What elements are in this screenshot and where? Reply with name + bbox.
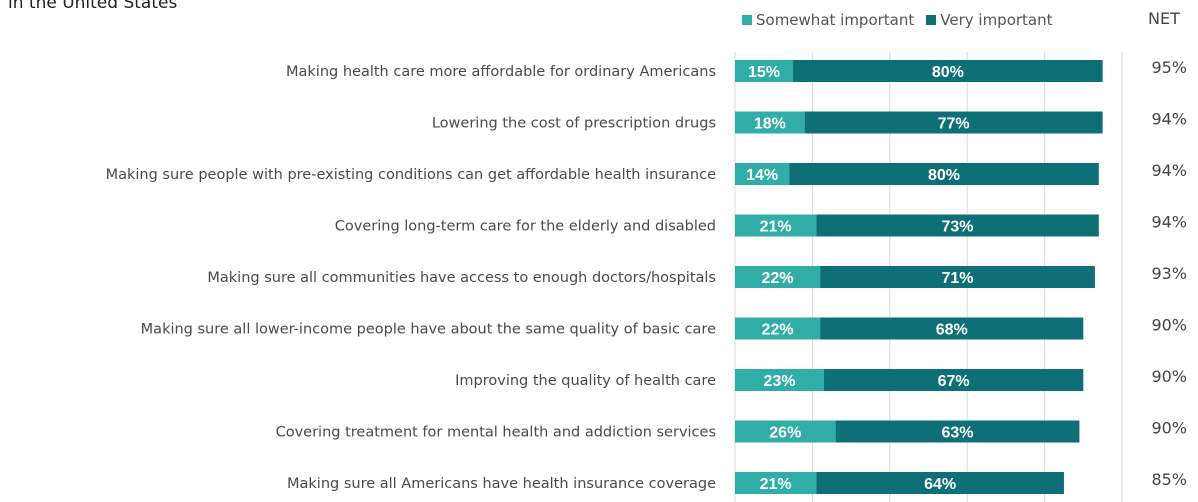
category-label: Covering treatment for mental health and… (276, 425, 716, 441)
bar-value-label: 64% (924, 476, 956, 493)
bar-segment-very-important (793, 60, 1103, 82)
bar-value-label: 23% (763, 373, 795, 390)
bar-segment-somewhat-important (735, 420, 836, 443)
bar-value-label: 68% (936, 322, 968, 339)
net-column-header: NET (1148, 9, 1180, 28)
net-value: 90% (1151, 419, 1187, 438)
net-value: 94% (1151, 161, 1187, 180)
bar-value-label: 21% (760, 476, 792, 493)
net-value: 90% (1151, 367, 1187, 386)
bar-segment-very-important (789, 163, 1099, 185)
bar-segment-somewhat-important (735, 472, 817, 494)
category-label: Covering long-term care for the elderly … (335, 219, 716, 235)
category-label: Improving the quality of health care (455, 373, 716, 389)
bar-segment-very-important (804, 111, 1103, 134)
bar-segment-somewhat-important (735, 163, 790, 185)
net-value: 94% (1151, 213, 1187, 232)
net-value: 94% (1151, 110, 1187, 129)
legend: Somewhat important Very important (742, 10, 1065, 30)
bar-segment-somewhat-important (735, 111, 805, 134)
bar-value-label: 80% (928, 167, 960, 184)
bar-segment-somewhat-important (735, 60, 794, 82)
bar-segment-very-important (824, 369, 1084, 391)
bar-segment-very-important (820, 266, 1095, 288)
bar-value-label: 26% (769, 425, 801, 442)
bar-value-label: 22% (762, 322, 794, 339)
category-label: Making sure all lower-income people have… (141, 322, 716, 338)
bar-segment-very-important (816, 214, 1099, 237)
net-value: 93% (1151, 264, 1187, 283)
category-label: Making sure people with pre-existing con… (106, 167, 716, 183)
bar-value-label: 22% (762, 270, 794, 287)
category-label: Making sure all communities have access … (207, 270, 716, 286)
legend-swatch-very-important (926, 15, 937, 25)
net-value: 90% (1151, 316, 1187, 335)
bar-segment-very-important (835, 420, 1080, 443)
bar-segment-very-important (820, 317, 1084, 340)
bar-value-label: 21% (760, 219, 792, 236)
bar-value-label: 71% (942, 270, 974, 287)
bar-segment-somewhat-important (735, 214, 817, 237)
legend-label-very-important: Very important (940, 11, 1053, 29)
net-value: 85% (1151, 470, 1187, 489)
bar-value-label: 67% (938, 373, 970, 390)
category-label: Lowering the cost of prescription drugs (432, 116, 716, 132)
bar-value-label: 77% (938, 116, 970, 133)
legend-swatch-somewhat-important (742, 15, 752, 25)
bar-value-label: 63% (942, 425, 974, 442)
category-label: Making sure all Americans have health in… (287, 476, 716, 492)
page-title: in the United States (8, 0, 178, 13)
bar-value-label: 73% (942, 219, 974, 236)
net-value: 95% (1151, 58, 1187, 77)
legend-item-very-important: Very important (926, 11, 1053, 29)
bar-value-label: 80% (932, 64, 964, 81)
category-label: Making health care more affordable for o… (286, 64, 716, 80)
bar-segment-somewhat-important (735, 266, 821, 288)
bar-value-label: 18% (754, 116, 786, 133)
bar-segment-somewhat-important (735, 369, 825, 391)
bar-segment-somewhat-important (735, 317, 821, 340)
bar-segment-very-important (816, 472, 1064, 494)
legend-label-somewhat-important: Somewhat important (756, 11, 915, 29)
bar-value-label: 14% (746, 167, 778, 184)
bar-value-label: 15% (748, 64, 780, 81)
legend-item-somewhat-important: Somewhat important (742, 11, 914, 29)
